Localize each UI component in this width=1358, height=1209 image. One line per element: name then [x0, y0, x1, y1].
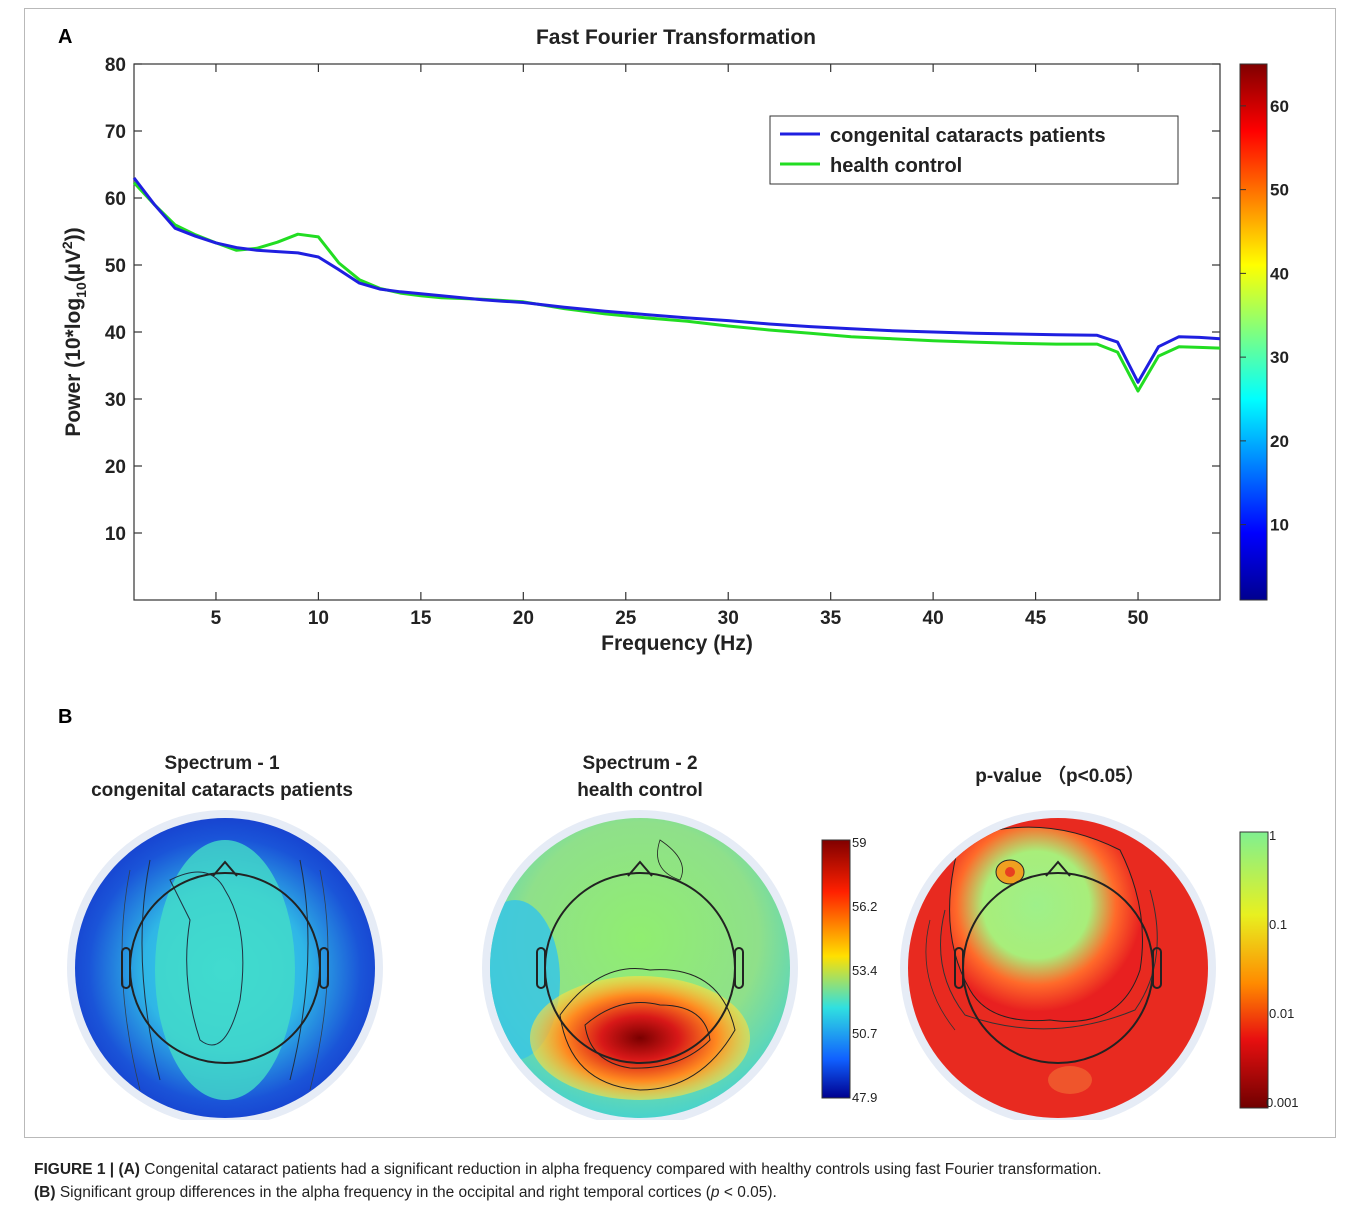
x-tick-label: 35 [820, 608, 842, 629]
figure-frame [24, 8, 1336, 1138]
spectrum-colorbar: 59 56.2 53.4 50.7 47.9 [821, 835, 877, 1105]
map-title-spectrum-1: Spectrum - 1 congenital cataracts patien… [42, 750, 402, 804]
map-title-spectrum-1-line1: Spectrum - 1 [164, 753, 280, 774]
x-tick-label: 10 [308, 608, 329, 629]
pvalue-cb-tick-0-1: 0.1 [1269, 917, 1287, 932]
legend-label-patients: congenital cataracts patients [830, 125, 1106, 147]
topomap-patients [67, 810, 383, 1120]
y-tick-label: 50 [105, 256, 126, 277]
y-tick-label: 60 [105, 189, 126, 210]
caption-b-text-pre: Significant group differences in the alp… [55, 1184, 711, 1201]
caption-b-tag: (B) [34, 1184, 56, 1201]
legend-label-control: health control [830, 155, 962, 177]
y-tick-label: 70 [105, 122, 126, 143]
pvalue-cb-tick-0-01: 0.01 [1269, 1006, 1294, 1021]
y-tick-label: 10 [105, 524, 126, 545]
spectrum-cb-tick-47-9: 47.9 [852, 1090, 877, 1105]
caption-b-p: p [710, 1184, 720, 1201]
y-axis-label: Power (10*log10(µV2)) [59, 227, 89, 436]
series-line-patients [132, 176, 1221, 384]
spectrum-cb-tick-53-4: 53.4 [852, 963, 877, 978]
colorbar-tick-label: 20 [1270, 432, 1289, 451]
spectrum-cb-tick-50-7: 50.7 [852, 1026, 877, 1041]
power-colorbar [1239, 63, 1268, 601]
x-tick-label: 15 [410, 608, 432, 629]
pvalue-cb-tick-0-001: 0.001 [1266, 1095, 1299, 1110]
pvalue-colorbar: 1 0.1 0.01 0.001 [1239, 828, 1299, 1110]
map-title-spectrum-2: Spectrum - 2 health control [460, 750, 820, 804]
x-tick-label: 30 [718, 608, 739, 629]
map-title-pvalue: p-value （p<0.05） [880, 763, 1240, 790]
x-tick-label: 50 [1127, 608, 1148, 629]
spectrum-cb-tick-59: 59 [852, 835, 866, 850]
panel-a-label: A [58, 26, 73, 48]
pvalue-cb-tick-1: 1 [1269, 828, 1276, 843]
caption-a-text: Congenital cataract patients had a signi… [139, 1161, 1102, 1178]
colorbar-tick-label: 30 [1270, 348, 1289, 367]
spectrum-cb-tick-56-2: 56.2 [852, 899, 877, 914]
map-title-spectrum-2-line2: health control [577, 780, 703, 801]
x-tick-label: 45 [1025, 608, 1047, 629]
x-tick-label: 20 [513, 608, 534, 629]
x-tick-label: 40 [923, 608, 944, 629]
topomap-controls [482, 810, 798, 1120]
colorbar-tick-label: 40 [1270, 264, 1289, 283]
topographic-maps: 59 56.2 53.4 50.7 47.9 1 0.1 0.01 0.001 [67, 810, 1299, 1120]
x-axis-label: Frequency (Hz) [601, 632, 753, 655]
y-tick-label: 20 [105, 457, 126, 478]
map-title-pvalue-line1: p-value （p<0.05） [975, 766, 1145, 787]
colorbar-tick-label: 60 [1270, 97, 1289, 116]
chart-title: Fast Fourier Transformation [536, 26, 816, 49]
colorbar-tick-label: 10 [1270, 516, 1289, 535]
caption-label: FIGURE 1 | [34, 1161, 115, 1178]
colorbar-tick-label: 50 [1270, 181, 1289, 200]
map-title-spectrum-2-line1: Spectrum - 2 [582, 753, 698, 774]
fft-line-chart: Fast Fourier Transformation 5 10 15 20 25 30 3… [59, 26, 1289, 655]
y-tick-label: 80 [105, 55, 126, 76]
figure-caption: FIGURE 1 | (A) Congenital cataract patie… [34, 1158, 1324, 1204]
map-title-spectrum-1-line2: congenital cataracts patients [91, 780, 353, 801]
caption-line-b: (B) Significant group differences in the… [34, 1181, 1324, 1204]
x-tick-label: 25 [615, 608, 637, 629]
legend-box [769, 115, 1179, 185]
caption-a-tag: (A) [118, 1161, 140, 1178]
panel-b-label: B [58, 706, 73, 728]
y-tick-label: 40 [105, 323, 126, 344]
caption-b-text-post: < 0.05). [719, 1184, 777, 1201]
y-tick-label: 30 [105, 390, 126, 411]
legend: congenital cataracts patients health con… [769, 115, 1179, 185]
caption-line-a: FIGURE 1 | (A) Congenital cataract patie… [34, 1158, 1324, 1181]
x-tick-label: 5 [211, 608, 222, 629]
topomap-pvalue [900, 810, 1216, 1120]
